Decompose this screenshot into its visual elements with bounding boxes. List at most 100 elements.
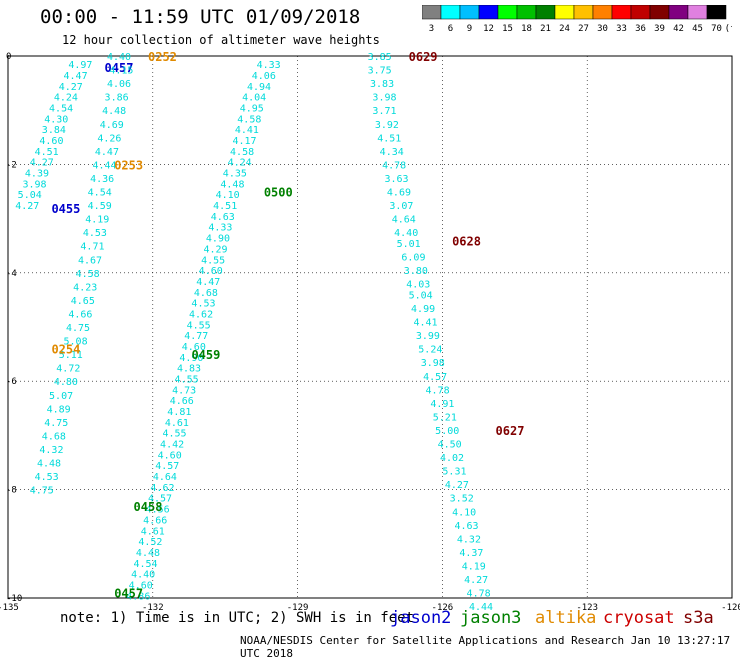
satellite-legend-altika: altika xyxy=(535,608,597,628)
swh-value: 4.75 xyxy=(30,486,54,497)
swh-value: 4.62 xyxy=(150,483,174,494)
swh-value: 4.86 xyxy=(126,591,150,602)
swh-value: 4.66 xyxy=(170,396,194,407)
x-tick-label: -123 xyxy=(576,603,598,613)
swh-value: 4.48 xyxy=(220,179,244,190)
colorbar-label: 30 xyxy=(597,24,608,34)
swh-value: 3.52 xyxy=(450,494,474,505)
series-jason2: 4.974.474.274.244.544.303.844.604.514.27… xyxy=(15,60,133,216)
swh-value: 4.53 xyxy=(35,472,59,483)
swh-value: 4.19 xyxy=(462,561,486,572)
swh-value: 4.23 xyxy=(73,282,97,293)
swh-value: 4.69 xyxy=(100,120,124,131)
swh-value: 4.63 xyxy=(454,521,478,532)
swh-value: 5.31 xyxy=(442,467,466,478)
swh-value: 4.15 xyxy=(109,66,133,77)
colorbar-label: 42 xyxy=(673,24,684,34)
swh-value: 4.52 xyxy=(138,537,162,548)
swh-value: 4.54 xyxy=(88,188,112,199)
x-tick-label: -135 xyxy=(0,603,19,613)
swh-value: 4.78 xyxy=(426,385,450,396)
swh-value: 4.57 xyxy=(423,372,447,383)
swh-value: 4.66 xyxy=(68,309,92,320)
x-tick-label: -129 xyxy=(287,603,309,613)
swh-value: 4.91 xyxy=(430,399,454,410)
swh-value: 4.32 xyxy=(39,445,63,456)
swh-value: 4.06 xyxy=(107,79,131,90)
colorbar-label: 12 xyxy=(483,24,494,34)
series-altika: 4.40 4.15 4.06 3.86 4.48 4.69 4.26 4.47 4.44 4.36… xyxy=(30,50,177,497)
swh-value: 4.53 xyxy=(191,299,215,310)
swh-value: 4.58 xyxy=(230,147,254,158)
swh-value: 4.24 xyxy=(54,93,78,104)
swh-value: 4.58 xyxy=(237,114,261,125)
swh-value: 4.27 xyxy=(464,575,488,586)
swh-value: 4.77 xyxy=(184,331,208,342)
pass-time-label: 0254 xyxy=(51,343,80,357)
swh-value: 4.48 xyxy=(102,106,126,117)
swh-value: 4.54 xyxy=(49,103,73,114)
satellite-legend-jason3: jason3 xyxy=(460,608,522,628)
chart-title: 00:00 - 11:59 UTC 01/09/2018 xyxy=(40,6,361,28)
swh-value: 4.78 xyxy=(467,589,491,600)
swh-value: 4.40 xyxy=(131,570,155,581)
swh-value: 4.30 xyxy=(44,114,68,125)
swh-value: 4.56 xyxy=(146,505,170,516)
swh-value: 4.40 xyxy=(107,52,131,63)
pass-time-label: 0500 xyxy=(264,186,293,200)
swh-value: 3.92 xyxy=(375,120,399,131)
swh-value: 4.61 xyxy=(141,526,165,537)
swh-value: 4.41 xyxy=(413,318,437,329)
swh-value: 5.04 xyxy=(18,190,42,201)
chart-subtitle: 12 hour collection of altimeter wave hei… xyxy=(62,33,380,47)
swh-value: 3.07 xyxy=(389,201,413,212)
pass-time-label: 0457 xyxy=(105,61,134,75)
swh-value: 4.64 xyxy=(392,215,416,226)
swh-value: 3.85 xyxy=(368,52,392,63)
swh-value: 4.73 xyxy=(172,385,196,396)
swh-value: 4.60 xyxy=(199,266,223,277)
swh-value: 4.78 xyxy=(382,160,406,171)
y-tick-label: -6 xyxy=(6,377,17,387)
series-jason3: 4.334.064.944.044.954.584.414.174.584.24… xyxy=(114,60,293,602)
wave-height-plot: -135 -132 -129 -126 -123 -120 0 -2 -4 -6 -8 -10 4.97… xyxy=(0,50,740,613)
swh-value: 4.24 xyxy=(228,158,252,169)
swh-value: 4.47 xyxy=(64,71,88,82)
swh-value: 5.11 xyxy=(59,350,83,361)
y-tick-label: -10 xyxy=(6,594,22,604)
swh-value: 4.17 xyxy=(232,136,256,147)
swh-value: 3.84 xyxy=(42,125,66,136)
swh-value: 4.71 xyxy=(80,242,104,253)
swh-value: 4.29 xyxy=(203,244,227,255)
swh-value: 4.68 xyxy=(194,288,218,299)
swh-value: 4.27 xyxy=(59,82,83,93)
swh-value: 3.75 xyxy=(368,66,392,77)
colorbar-label: 70 xyxy=(711,24,722,34)
swh-value: 3.99 xyxy=(416,331,440,342)
swh-value: 4.60 xyxy=(158,450,182,461)
swh-value: 4.69 xyxy=(387,188,411,199)
colorbar-label: 45 xyxy=(692,24,703,34)
x-tick-label: -120 xyxy=(721,603,740,613)
plot-frame xyxy=(7,55,733,599)
swh-value: 4.27 xyxy=(445,480,469,491)
swh-value: 4.40 xyxy=(394,228,418,239)
swh-value: 4.41 xyxy=(235,125,259,136)
pass-time-label: 0458 xyxy=(134,500,163,514)
swh-value: 4.90 xyxy=(206,234,230,245)
colorbar-swatch xyxy=(706,5,727,20)
swh-value: 4.83 xyxy=(177,364,201,375)
swh-value: 4.72 xyxy=(56,364,80,375)
swh-value: 4.57 xyxy=(148,494,172,505)
swh-value: 4.03 xyxy=(406,280,430,291)
swh-value: 4.55 xyxy=(162,429,186,440)
swh-value: 4.62 xyxy=(189,309,213,320)
colorbar-label: 6 xyxy=(448,24,453,34)
satellite-legend-s3a: s3a xyxy=(683,608,714,628)
swh-value: 4.51 xyxy=(213,201,237,212)
swh-value: 4.47 xyxy=(196,277,220,288)
satellite-legend-cryosat: cryosat xyxy=(603,608,675,628)
pass-time-label: 0628 xyxy=(452,234,481,248)
swh-value: 5.00 xyxy=(435,426,459,437)
